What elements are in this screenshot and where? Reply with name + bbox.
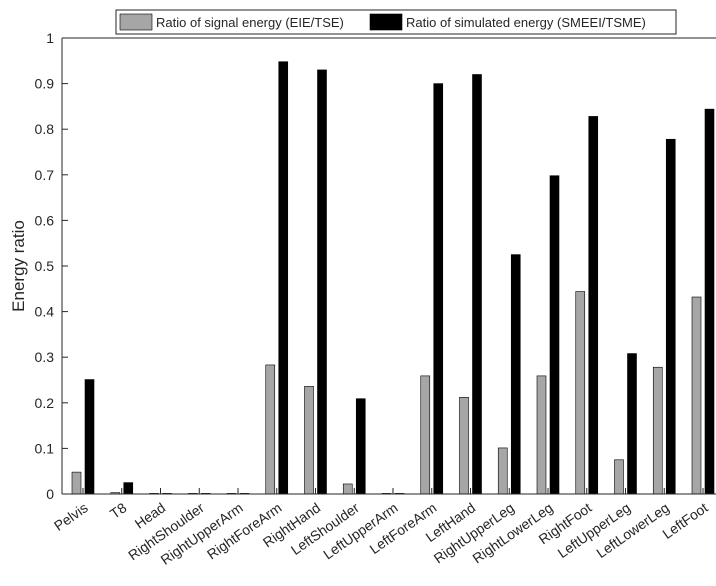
bar-signal-rightupperleg [497,447,508,495]
bar-simulated-leftshoulder [355,398,366,495]
x-axis: Pelvis T8 HeadRightShoulderRightUpperArmRi… [51,488,711,568]
legend-swatch-signal [119,13,153,31]
bar-signal-leftforearm [420,375,431,495]
legend-label-simulated: Ratio of simulated energy (SMEEI/TSME) [406,15,646,30]
bar-signal-lefthand [459,397,469,495]
y-tick-label: 0.1 [35,440,55,456]
y-axis-label: Energy ratio [9,220,28,312]
bar-simulated-t8 [123,482,134,495]
plot-area [62,38,716,494]
bar-simulated-leftfoot [704,108,715,495]
x-tick-label: T8 [107,499,130,522]
y-tick-label: 0.7 [35,167,55,183]
y-tick-label: 0.4 [35,304,55,320]
bar-signal-leftlowerleg [652,366,663,495]
bar-signal-rightfoot [575,291,586,495]
x-tick-label: Pelvis [51,499,91,534]
legend-label-signal: Ratio of signal energy (EIE/TSE) [156,15,344,30]
bar-simulated-lefthand [472,74,482,495]
bar-signal-righthand [304,386,314,495]
bar-simulated-leftupperleg [627,353,637,495]
bar-simulated-rightforearm [278,61,289,495]
bar-signal-leftupperleg [614,459,624,495]
bar-simulated-rightlowerleg [549,175,560,495]
bar-simulated-righthand [317,69,327,495]
y-tick-label: 0.6 [35,212,55,228]
bar-signal-leftfoot [691,296,702,495]
y-tick-label: 0.3 [35,349,55,365]
bar-simulated-rightupperleg [510,254,521,495]
bars-group [71,61,715,495]
bar-signal-rightforearm [265,364,276,495]
bar-signal-pelvis [71,471,82,495]
y-tick-label: 0.8 [35,121,55,137]
bar-signal-rightlowerleg [536,375,547,495]
y-tick-label: 1 [46,30,54,46]
bar-signal-leftshoulder [342,483,353,495]
y-tick-label: 0.2 [35,395,55,411]
bar-simulated-leftforearm [433,83,444,495]
legend: Ratio of signal energy (EIE/TSE) Ratio of… [115,9,677,35]
y-tick-label: 0 [46,486,54,502]
y-tick-label: 0.5 [35,258,55,274]
y-tick-label: 0.9 [35,76,55,92]
bar-simulated-rightfoot [588,116,599,495]
legend-swatch-simulated [369,13,403,31]
y-axis: 0 0.1 0.2 0.3 0.4 0.5 0.6 0.7 0.8 0.9 1 [35,30,716,502]
bar-simulated-pelvis [84,379,95,495]
bar-simulated-leftlowerleg [665,138,676,495]
